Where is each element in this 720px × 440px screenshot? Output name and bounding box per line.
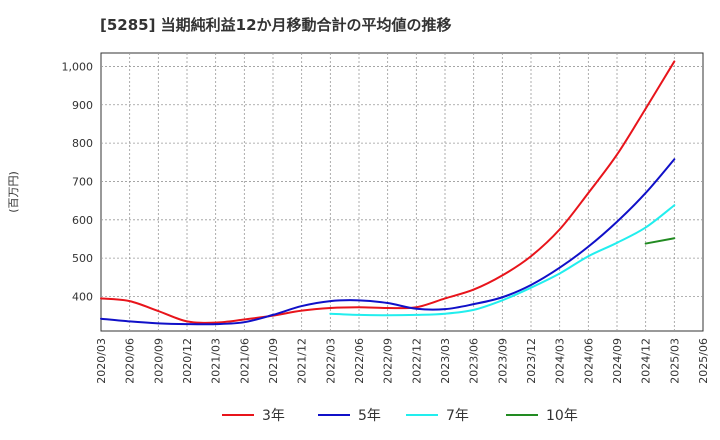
series-layer xyxy=(100,60,676,326)
legend: 3年 5年 7年 10年 xyxy=(222,408,578,424)
y-tick-label: 700 xyxy=(72,175,93,188)
series-line-2 xyxy=(100,158,676,326)
x-tick-label: 2025/03 xyxy=(668,338,681,384)
y-tick-label: 600 xyxy=(72,214,93,227)
series-line-1 xyxy=(100,60,676,324)
x-tick-label: 2022/06 xyxy=(353,338,366,384)
x-tick-label: 2023/06 xyxy=(468,338,481,384)
y-tick-label: 400 xyxy=(72,290,93,303)
x-tick-label: 2021/12 xyxy=(296,338,309,384)
x-tick-label: 2023/12 xyxy=(525,338,538,384)
x-tick-label: 2022/12 xyxy=(410,338,423,384)
x-tick-label: 2024/03 xyxy=(554,338,567,384)
legend-label-2: 5年 xyxy=(358,408,381,424)
x-tick-label: 2025/06 xyxy=(697,338,710,384)
legend-label-1: 3年 xyxy=(262,408,285,424)
x-tick-label: 2024/09 xyxy=(611,338,624,384)
x-tick-label: 2021/09 xyxy=(267,338,280,384)
chart-title: [5285] 当期純利益12か月移動合計の平均値の推移 xyxy=(100,16,452,34)
y-axis-label: (百万円) xyxy=(7,171,20,213)
y-tick-label: 1,000 xyxy=(62,60,94,73)
x-tick-labels: 2020/03 2020/06 2020/09 2020/12 2021/03 2021/… xyxy=(95,338,710,384)
x-tick-label: 2024/06 xyxy=(582,338,595,384)
x-tick-label: 2023/09 xyxy=(496,338,509,384)
series-line-3 xyxy=(329,204,676,317)
series-line-4 xyxy=(644,237,676,245)
x-tick-label: 2021/03 xyxy=(210,338,223,384)
x-tick-label: 2020/09 xyxy=(152,338,165,384)
y-tick-label: 800 xyxy=(72,137,93,150)
y-tick-label: 900 xyxy=(72,99,93,112)
y-tick-labels: 400 500 600 700 800 900 1,000 xyxy=(62,60,94,303)
legend-label-3: 7年 xyxy=(446,408,469,424)
x-tick-label: 2024/12 xyxy=(640,338,653,384)
legend-label-4: 10年 xyxy=(546,408,578,424)
x-tick-label: 2020/06 xyxy=(124,338,137,384)
x-tick-label: 2022/09 xyxy=(382,338,395,384)
x-tick-label: 2020/03 xyxy=(95,338,108,384)
x-tick-label: 2021/06 xyxy=(238,338,251,384)
plot-frame xyxy=(100,52,704,332)
x-tick-label: 2023/03 xyxy=(439,338,452,384)
grid-layer xyxy=(101,53,703,331)
y-tick-label: 500 xyxy=(72,252,93,265)
x-tick-label: 2022/03 xyxy=(324,338,337,384)
x-tick-label: 2020/12 xyxy=(181,338,194,384)
